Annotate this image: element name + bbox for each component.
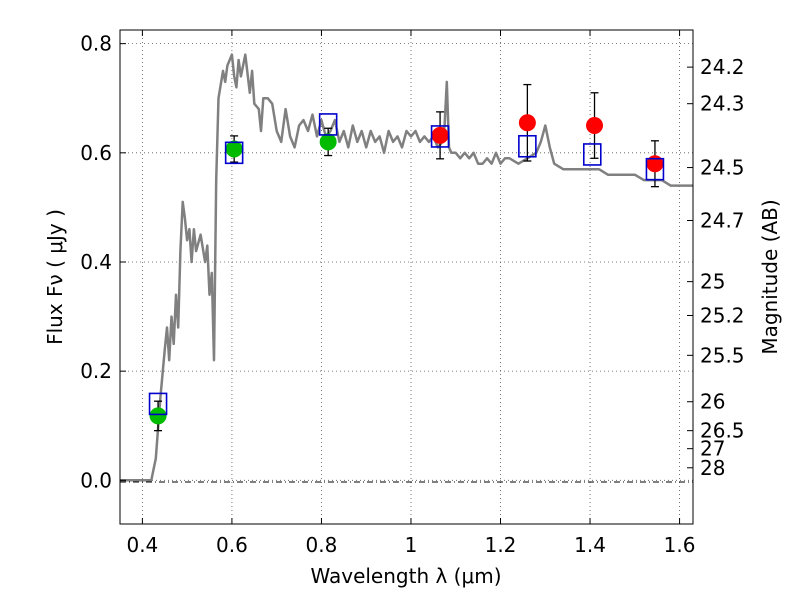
- magnitude-tick-label: 24.3: [700, 92, 745, 116]
- x-tick-label: 1: [405, 533, 418, 557]
- model-spectrum: [120, 53, 693, 482]
- model-photometry-square: [582, 143, 602, 166]
- model-photometry-square: [148, 392, 168, 416]
- x-tick-label: 1.6: [664, 533, 696, 557]
- magnitude-tick-label: 25.2: [700, 303, 745, 327]
- magnitude-tick-label: 24.7: [700, 209, 745, 233]
- magnitude-tick-label: 27: [700, 437, 725, 461]
- model-spectrum-line: [120, 53, 693, 482]
- error-bars: [154, 83, 659, 432]
- green-data-point: [225, 140, 243, 158]
- y2-axis-title: Magnitude (AB): [758, 199, 782, 354]
- grid: [120, 30, 693, 524]
- magnitude-tick-label: 24.5: [700, 156, 745, 180]
- ticks: 0.4 0.6 0.8 1 1.2 1.4 1.6 0.0 0.2 0.4 0.6 0.8 24.2 24…: [80, 30, 745, 557]
- model-photometry-square: [224, 141, 244, 165]
- magnitude-tick-label: 24.2: [700, 55, 745, 79]
- x-tick-label: 0.4: [126, 533, 158, 557]
- data-points: [149, 114, 664, 425]
- y-tick-label: 0.0: [80, 468, 112, 492]
- magnitude-tick-label: 28: [700, 456, 725, 480]
- green-data-point: [319, 133, 337, 151]
- x-tick-label: 0.8: [306, 533, 338, 557]
- magnitude-tick-label: 26: [700, 390, 725, 414]
- red-data-point: [431, 126, 449, 144]
- y-tick-label: 0.6: [80, 141, 112, 165]
- y-tick-label: 0.2: [80, 359, 112, 383]
- x-tick-label: 1.4: [574, 533, 606, 557]
- model-photometry-square: [645, 157, 665, 181]
- y-axis-title: Flux Fν ( μJy ): [43, 209, 67, 345]
- model-photometry-square: [318, 113, 338, 136]
- y-tick-label: 0.4: [80, 250, 112, 274]
- magnitude-tick-label: 25: [700, 270, 725, 294]
- x-tick-label: 0.6: [216, 533, 248, 557]
- y-tick-label: 0.8: [80, 32, 112, 56]
- plot-frame: [119, 29, 694, 525]
- model-photometry: [148, 113, 665, 416]
- red-data-point: [586, 117, 604, 135]
- green-data-point: [149, 407, 167, 425]
- magnitude-tick-label: 26.5: [700, 419, 745, 443]
- x-tick-label: 1.2: [485, 533, 517, 557]
- model-photometry-square: [518, 134, 537, 158]
- model-photometry-square: [430, 125, 450, 148]
- magnitude-tick-label: 25.5: [700, 343, 745, 367]
- x-axis-title: Wavelength λ (μm): [310, 564, 501, 588]
- red-data-point: [518, 114, 536, 132]
